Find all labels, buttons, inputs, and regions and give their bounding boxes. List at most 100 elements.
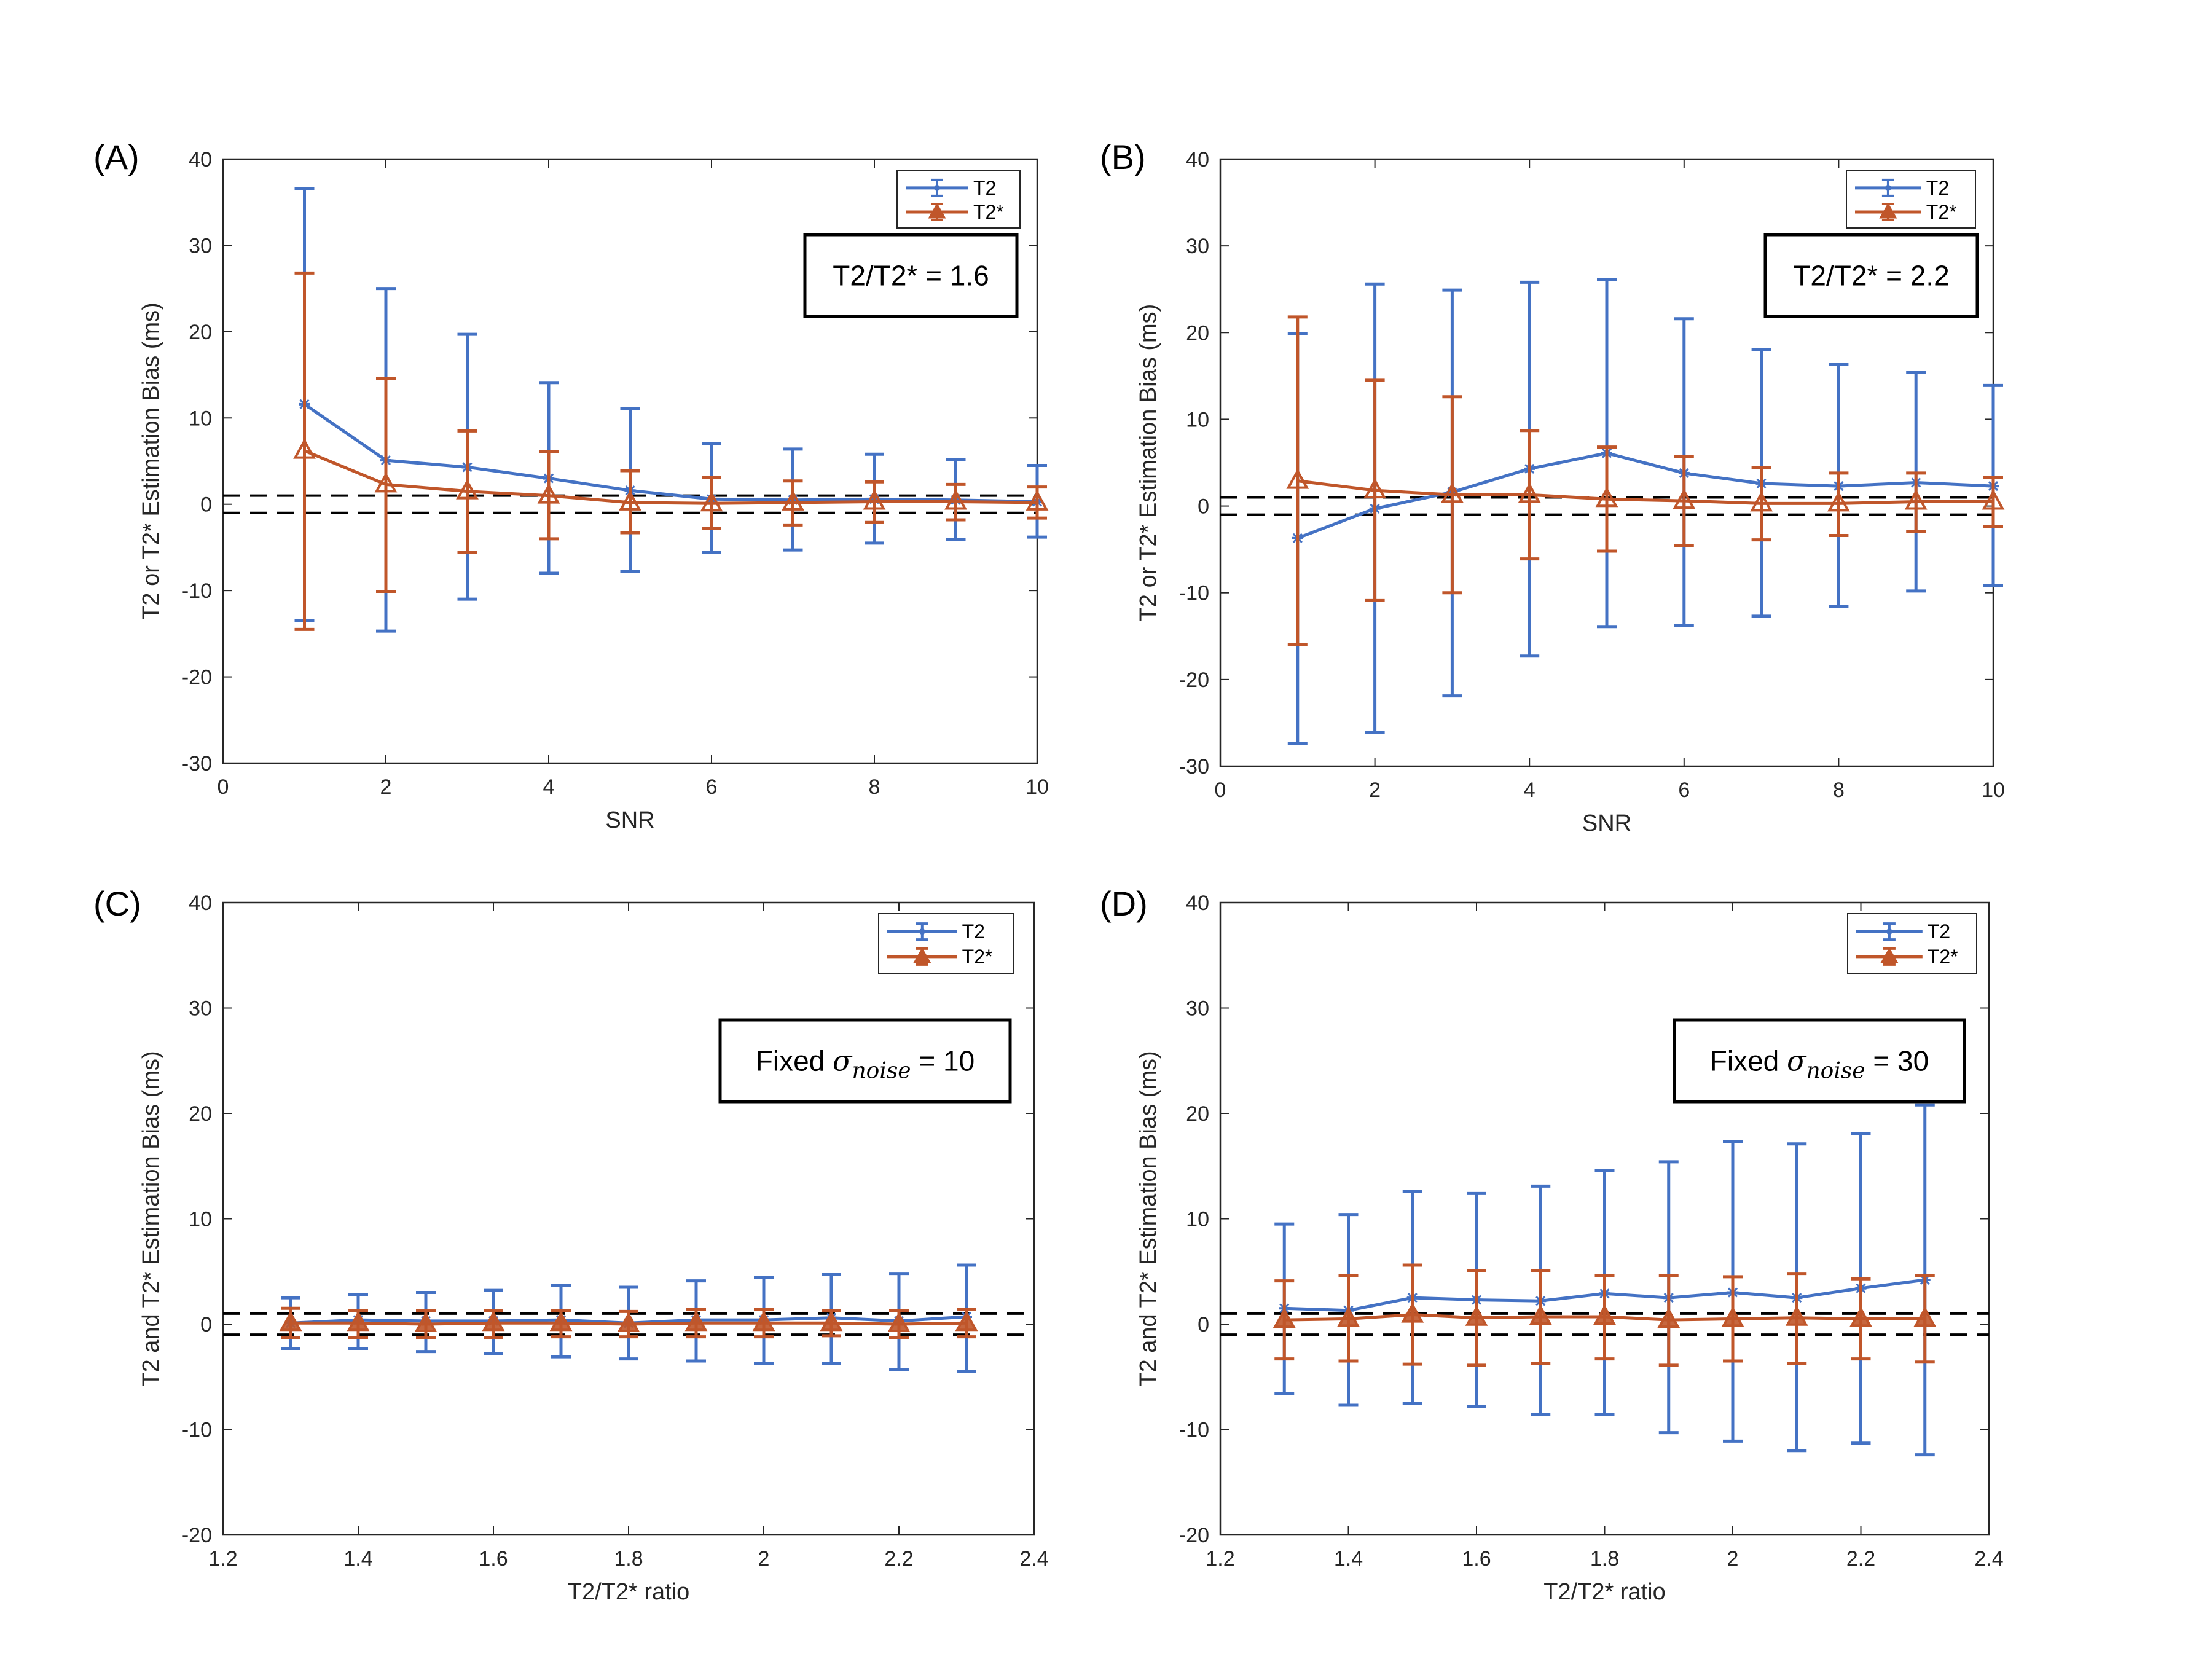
y-tick-label: 20 (1186, 1102, 1209, 1126)
x-tick-label: 0 (218, 775, 229, 799)
legend-marker-triangle-icon (1879, 202, 1897, 219)
legend-item-t2: T2 (1855, 177, 1949, 199)
data-point-triangle (293, 438, 316, 459)
y-tick-label: -20 (182, 1524, 212, 1547)
x-tick-label: 1.8 (1590, 1547, 1619, 1571)
y-tick-label: 30 (189, 234, 212, 257)
data-point-triangle (456, 479, 479, 500)
panel-a: 0 2 4 6 8 10 -30 -20 -10 0 10 20 30 40 SNR T2 or T2* Es… (93, 138, 1049, 833)
x-tick-label: 4 (1524, 779, 1535, 802)
y-tick-label: 0 (200, 493, 212, 517)
data-point-triangle (1913, 1306, 1937, 1327)
legend-marker-star-icon (919, 928, 925, 935)
data-point-triangle (1465, 1305, 1488, 1326)
panel-label: (A) (93, 138, 139, 176)
y-tick-label: 0 (200, 1313, 212, 1336)
panel-label: (C) (93, 884, 141, 923)
y-tick-label: 40 (189, 148, 212, 171)
annotation-text: Fixed σnoise = 30 (1710, 1045, 1929, 1084)
y-axis-label: T2 and T2* Estimation Bias (ms) (1135, 1051, 1161, 1386)
legend-item-t2: T2 (1856, 920, 1950, 943)
y-tick-label: 40 (1186, 148, 1209, 171)
data-point-triangle (1595, 487, 1618, 508)
data-point-triangle (684, 1311, 708, 1332)
y-tick-label: 10 (1186, 1208, 1209, 1231)
legend-label: T2 (1928, 920, 1950, 943)
legend-label: T2 (973, 177, 996, 199)
y-tick-label: -30 (182, 752, 212, 775)
legend-marker-triangle-icon (1880, 947, 1899, 963)
data-point-triangle (1337, 1306, 1360, 1327)
annotation-box (718, 1018, 1012, 1104)
annotation-text: T2/T2* = 2.2 (1793, 260, 1949, 292)
legend-item-t2star: T2* (1855, 201, 1957, 223)
x-tick-label: 1.2 (1206, 1547, 1234, 1571)
y-tick-label: 10 (1186, 408, 1209, 431)
data-point-triangle (1673, 488, 1696, 509)
legend-label: T2* (973, 201, 1004, 223)
data-point-triangle (537, 483, 560, 504)
x-tick-label: 2.4 (1974, 1547, 2003, 1571)
data-point-triangle (1529, 1304, 1552, 1325)
series-t2star (293, 271, 1049, 631)
series-line (304, 402, 1038, 504)
data-point-triangle (1518, 482, 1541, 503)
x-tick-label: 10 (1026, 775, 1049, 799)
x-tick-label: 1.4 (343, 1547, 372, 1571)
data-point-triangle (1441, 482, 1464, 503)
legend-marker-triangle-icon (913, 947, 931, 963)
x-tick-label: 8 (869, 775, 880, 799)
x-tick-label: 0 (1215, 779, 1226, 802)
x-tick-label: 8 (1833, 779, 1845, 802)
y-tick-label: -10 (182, 1419, 212, 1442)
series-line (304, 449, 1038, 505)
x-tick-label: 2.2 (884, 1547, 913, 1571)
data-point-triangle (347, 1311, 370, 1332)
x-tick-label: 2.2 (1846, 1547, 1875, 1571)
data-point-triangle (1401, 1302, 1424, 1323)
data-point-triangle (1593, 1304, 1616, 1325)
x-tick-label: 1.6 (1462, 1547, 1491, 1571)
data-point-triangle (374, 472, 398, 493)
data-point-triangle (955, 1311, 978, 1332)
data-point-triangle (1657, 1308, 1681, 1328)
data-point-triangle (1849, 1306, 1872, 1327)
y-tick-label: 10 (189, 407, 212, 430)
y-tick-label: 10 (189, 1208, 212, 1231)
data-point-triangle (782, 490, 804, 511)
panel-label: (D) (1100, 884, 1148, 923)
x-tick-label: 1.8 (614, 1547, 643, 1571)
legend-marker-triangle-icon (928, 202, 946, 219)
legend-label: T2 (962, 920, 985, 943)
data-point-triangle (1273, 1308, 1296, 1328)
y-tick-label: -20 (1179, 669, 1209, 692)
legend-label: T2* (1926, 201, 1957, 223)
data-point-triangle (863, 489, 886, 510)
y-tick-label: 30 (1186, 997, 1209, 1021)
data-point-triangle (944, 489, 967, 510)
x-tick-label: 6 (1678, 779, 1690, 802)
y-tick-label: -10 (1179, 582, 1209, 605)
y-tick-label: -20 (1179, 1524, 1209, 1547)
legend-box (1847, 913, 1977, 974)
data-point-triangle (700, 491, 723, 512)
series-t2star (1286, 315, 2005, 646)
series-t2star (1273, 1263, 1937, 1367)
y-tick-label: -30 (1179, 755, 1209, 779)
legend-item-t2star: T2* (1856, 946, 1958, 968)
data-point-triangle (752, 1311, 775, 1332)
y-tick-label: 20 (189, 321, 212, 344)
data-point-triangle (887, 1311, 911, 1332)
y-tick-label: 30 (1186, 235, 1209, 258)
annotation-box (1763, 233, 1979, 318)
legend-item-t2: T2 (887, 920, 985, 943)
legend-marker-star-icon (1886, 928, 1892, 935)
y-tick-label: -10 (182, 579, 212, 603)
x-tick-label: 1.2 (208, 1547, 237, 1571)
y-tick-label: 30 (189, 997, 212, 1021)
